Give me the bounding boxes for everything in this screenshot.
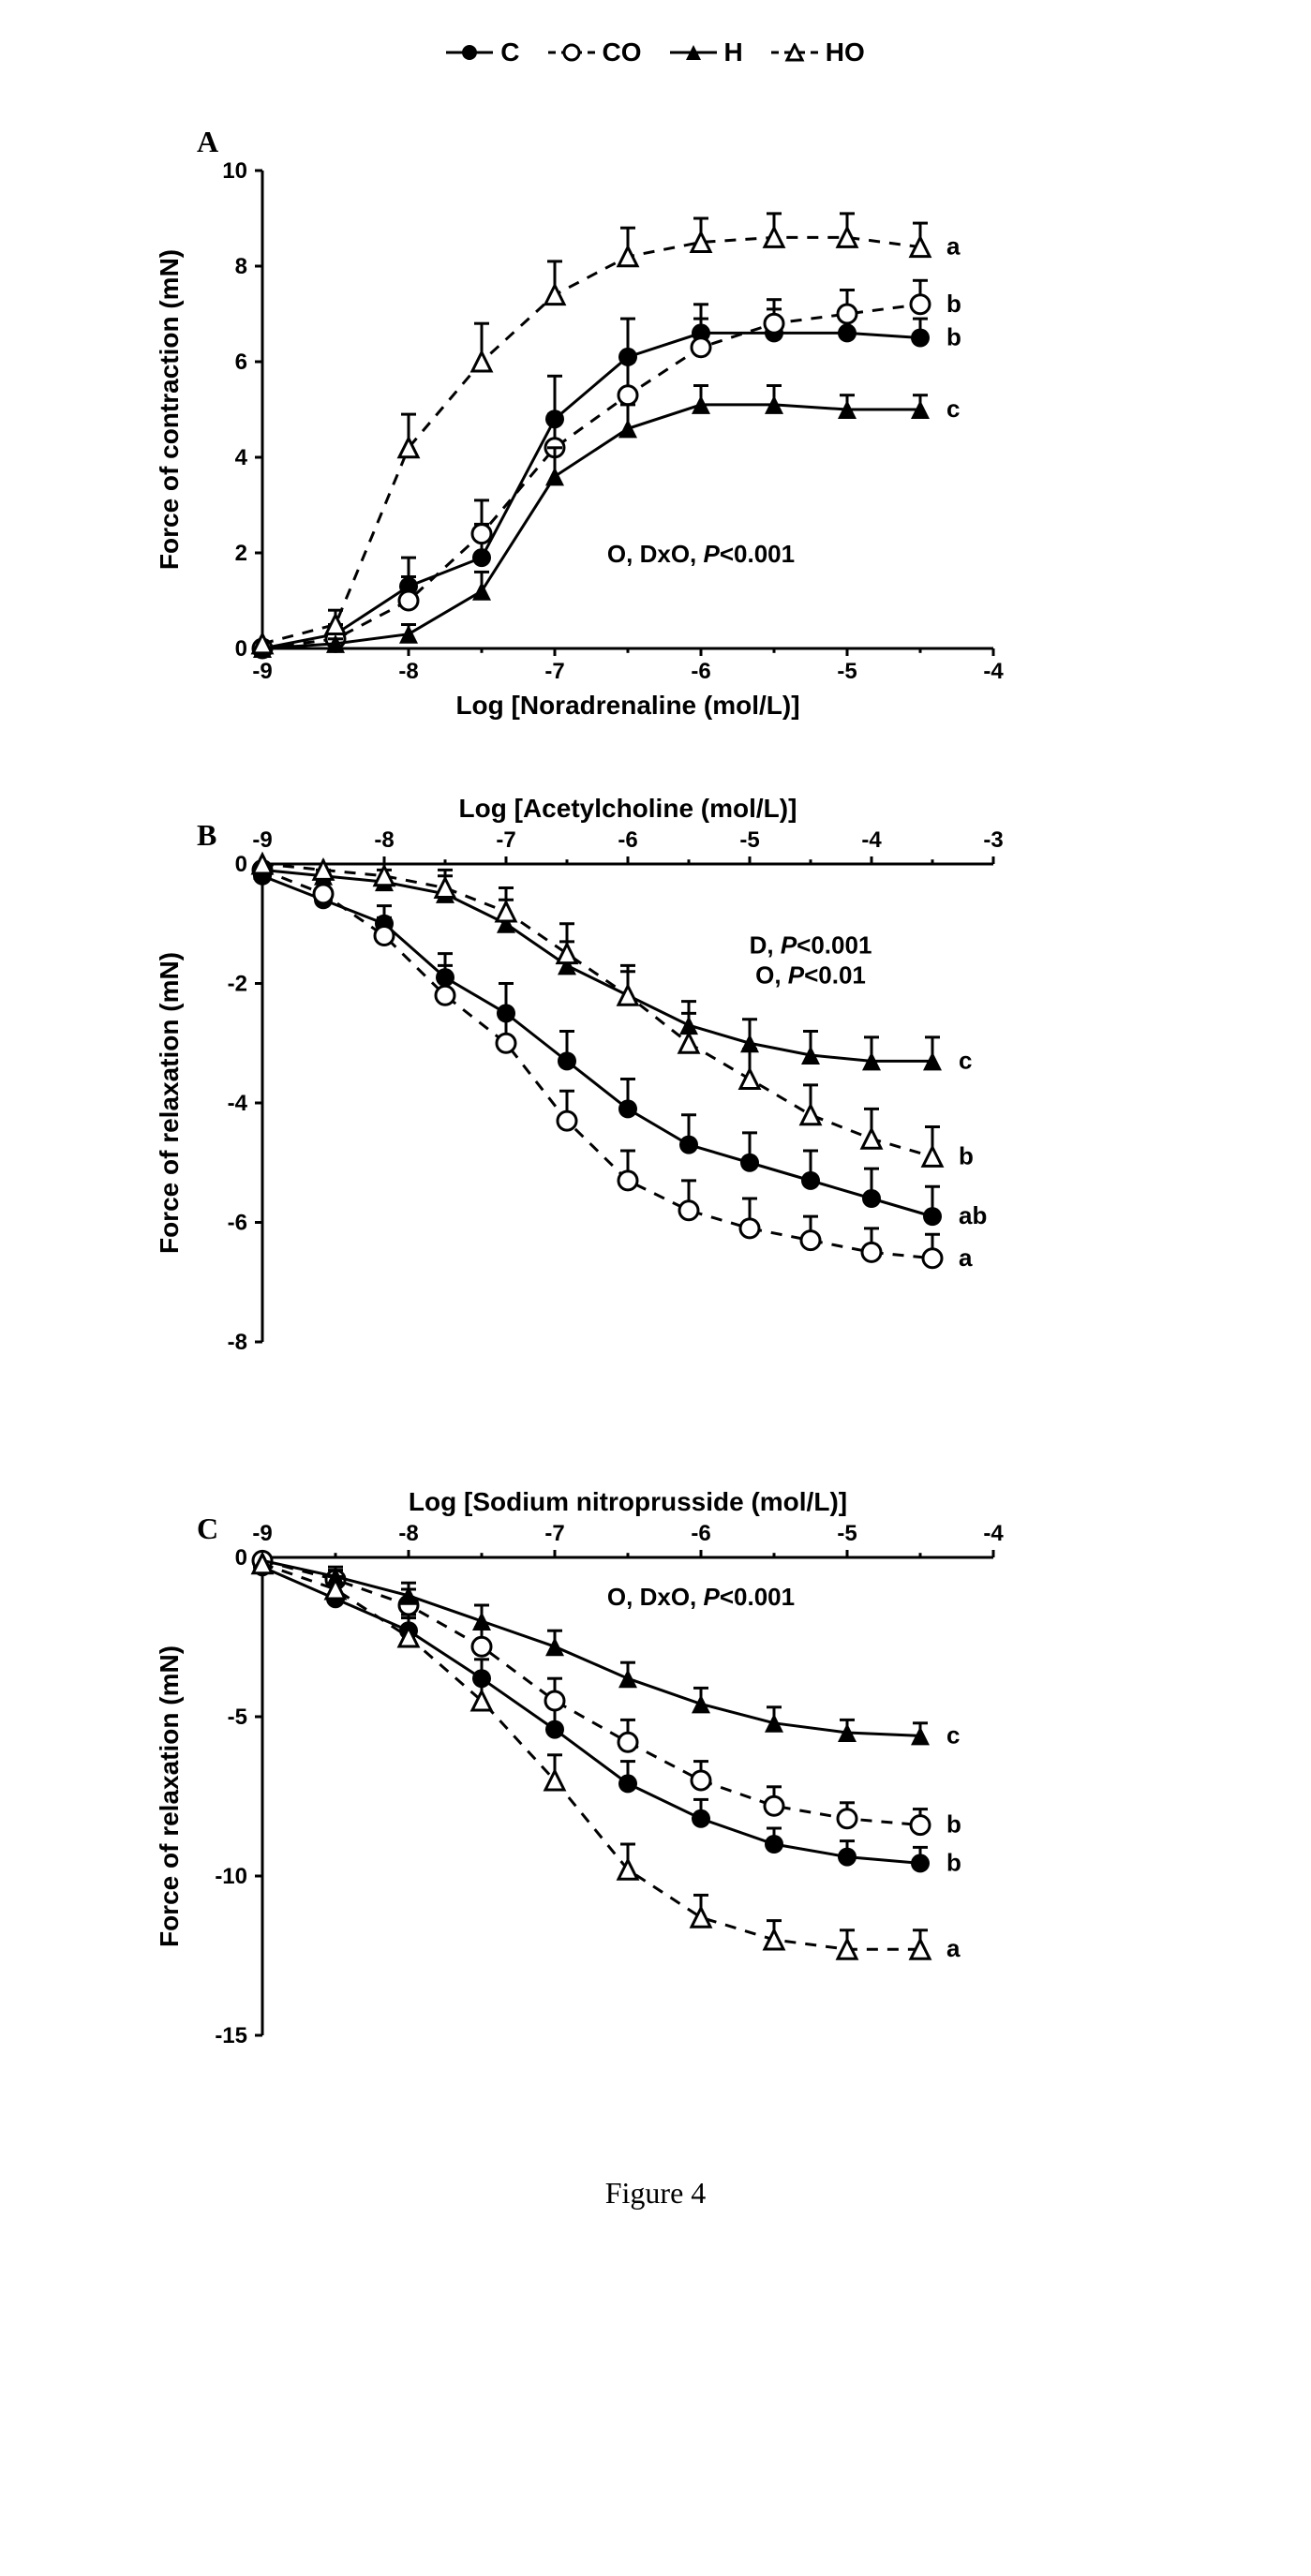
legend-item-ho: HO <box>771 37 865 67</box>
legend-label: H <box>724 37 743 67</box>
svg-text:O, P<0.01: O, P<0.01 <box>755 961 866 990</box>
svg-text:B: B <box>197 818 216 852</box>
svg-text:Force of contraction (mN): Force of contraction (mN) <box>155 249 184 570</box>
chart-a: -9 -8 -7 -6 -5 -4 0 2 4 6 8 10 bb c a A Log [Noradrenali… <box>141 96 1078 733</box>
svg-text:-8: -8 <box>374 827 394 853</box>
svg-text:c: c <box>946 395 960 423</box>
svg-text:-8: -8 <box>227 1330 246 1355</box>
legend-item-c: C <box>446 37 519 67</box>
svg-text:-10: -10 <box>215 1864 247 1889</box>
legend-label: CO <box>603 37 642 67</box>
panel-c: -9 -8 -7 -6 -5 -4 -15 -10 -5 0 bb c a C Log [Sodium ni… <box>141 1482 1171 2120</box>
svg-text:8: 8 <box>234 254 246 279</box>
svg-text:-4: -4 <box>983 1521 1004 1546</box>
svg-text:-4: -4 <box>227 1091 247 1116</box>
svg-text:-6: -6 <box>691 659 710 684</box>
figure-caption: Figure 4 <box>141 2176 1171 2211</box>
panel-b: -9 -8 -7 -6 -5 -4 -3 -8 -6 -4 -2 0 ab a c b B Log [Acetyl… <box>141 789 1171 1426</box>
svg-text:b: b <box>946 290 961 318</box>
svg-text:10: 10 <box>222 158 247 184</box>
svg-text:Log [Noradrenaline (mol/L)]: Log [Noradrenaline (mol/L)] <box>455 691 799 720</box>
svg-text:-7: -7 <box>496 827 515 853</box>
svg-text:c: c <box>946 1720 960 1749</box>
panel-a: -9 -8 -7 -6 -5 -4 0 2 4 6 8 10 bb c a A Log [Noradrenali… <box>141 96 1171 733</box>
svg-text:0: 0 <box>234 1545 246 1571</box>
svg-text:-5: -5 <box>837 1521 857 1546</box>
svg-text:-8: -8 <box>398 1521 418 1546</box>
svg-text:-7: -7 <box>544 659 564 684</box>
svg-text:c: c <box>959 1046 972 1074</box>
svg-text:b: b <box>946 1848 961 1876</box>
svg-text:Force of relaxation (mN): Force of relaxation (mN) <box>155 952 184 1254</box>
svg-text:Force of relaxation (mN): Force of relaxation (mN) <box>155 1645 184 1947</box>
svg-text:C: C <box>197 1511 218 1545</box>
svg-text:2: 2 <box>234 541 246 566</box>
svg-text:-9: -9 <box>252 827 272 853</box>
svg-text:-15: -15 <box>215 2023 247 2048</box>
svg-text:-6: -6 <box>227 1211 246 1236</box>
svg-text:b: b <box>946 1810 961 1839</box>
svg-text:-9: -9 <box>252 1521 272 1546</box>
svg-text:-5: -5 <box>739 827 759 853</box>
legend-label: C <box>500 37 519 67</box>
svg-text:-5: -5 <box>227 1705 246 1730</box>
legend-label: HO <box>826 37 865 67</box>
svg-text:-6: -6 <box>618 827 637 853</box>
svg-text:0: 0 <box>234 636 246 662</box>
svg-text:-8: -8 <box>398 659 418 684</box>
svg-text:a: a <box>946 1934 961 1962</box>
svg-text:-6: -6 <box>691 1521 710 1546</box>
svg-text:D, P<0.001: D, P<0.001 <box>749 931 872 960</box>
svg-text:Log [Acetylcholine (mol/L)]: Log [Acetylcholine (mol/L)] <box>458 794 797 823</box>
svg-text:-5: -5 <box>837 659 857 684</box>
svg-text:a: a <box>946 232 961 261</box>
svg-text:-4: -4 <box>983 659 1004 684</box>
svg-text:0: 0 <box>234 852 246 877</box>
chart-b: -9 -8 -7 -6 -5 -4 -3 -8 -6 -4 -2 0 ab a c b B Log [Acetyl… <box>141 789 1078 1426</box>
svg-text:O, DxO, P<0.001: O, DxO, P<0.001 <box>606 1583 794 1611</box>
legend: C CO H HO <box>141 37 1171 67</box>
svg-text:a: a <box>959 1243 973 1272</box>
svg-text:b: b <box>959 1141 974 1169</box>
svg-text:Log [Sodium nitroprusside (mol: Log [Sodium nitroprusside (mol/L)] <box>408 1487 846 1516</box>
svg-text:6: 6 <box>234 350 246 375</box>
svg-text:ab: ab <box>959 1201 987 1229</box>
svg-text:-2: -2 <box>227 972 246 997</box>
svg-text:-4: -4 <box>861 827 882 853</box>
svg-text:b: b <box>946 323 961 351</box>
svg-text:A: A <box>197 125 218 158</box>
svg-text:4: 4 <box>234 445 247 470</box>
legend-item-co: CO <box>548 37 642 67</box>
svg-text:-7: -7 <box>544 1521 564 1546</box>
svg-text:O, DxO, P<0.001: O, DxO, P<0.001 <box>606 540 794 568</box>
svg-text:-9: -9 <box>252 659 272 684</box>
figure-container: C CO H HO -9-8-7-6-5-40246810bbcaALog [N… <box>141 37 1171 2211</box>
legend-item-h: H <box>670 37 743 67</box>
svg-text:-3: -3 <box>983 827 1003 853</box>
chart-c: -9 -8 -7 -6 -5 -4 -15 -10 -5 0 bb c a C Log [Sodium ni… <box>141 1482 1078 2120</box>
